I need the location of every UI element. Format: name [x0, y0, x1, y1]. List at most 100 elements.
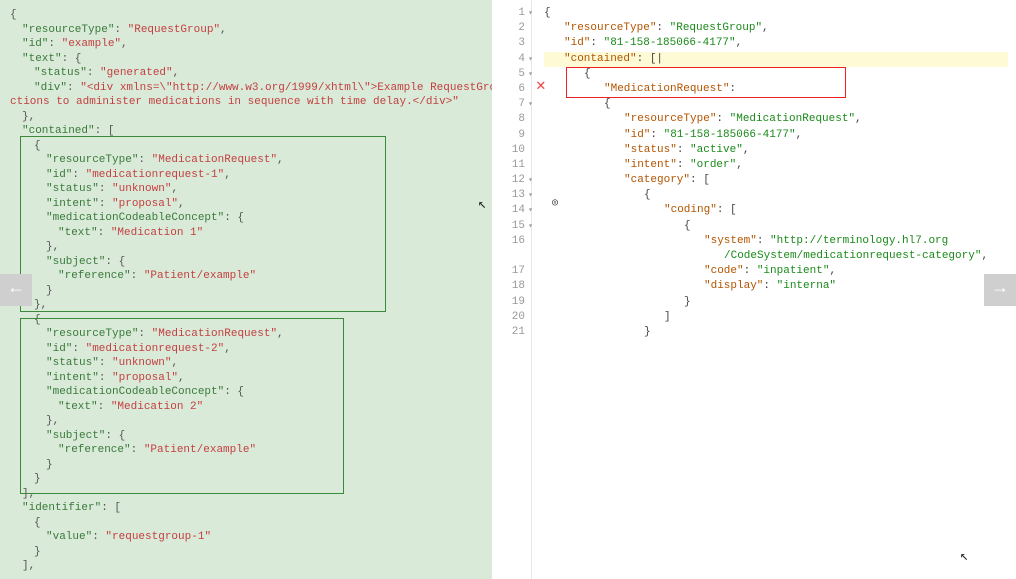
- json-line: "medicationCodeableConcept": {: [10, 211, 482, 226]
- json-line: {: [10, 139, 482, 154]
- line-number-gutter: 1▾234▾5▾67▾89101112▾13▾14▾15▾16 171819202…: [492, 0, 532, 579]
- line-number: 10: [492, 143, 531, 158]
- json-line: },: [10, 414, 482, 429]
- json-line: }: [10, 472, 482, 487]
- line-number: 12▾: [492, 173, 531, 188]
- fold-toggle-icon[interactable]: ▾: [528, 173, 533, 188]
- code-line: ]: [544, 310, 1008, 325]
- prev-arrow-button[interactable]: ←: [0, 274, 32, 306]
- line-number: 1▾: [492, 6, 531, 21]
- json-line: "subject": {: [10, 429, 482, 444]
- line-number: 17: [492, 264, 531, 279]
- line-number: 6: [492, 82, 531, 97]
- json-line: "text": "Medication 1": [10, 226, 482, 241]
- fold-toggle-icon[interactable]: ▾: [528, 188, 533, 203]
- next-arrow-button[interactable]: →: [984, 274, 1016, 306]
- line-number: 18: [492, 279, 531, 294]
- json-line: "intent": "proposal",: [10, 197, 482, 212]
- json-line: },: [10, 240, 482, 255]
- arrow-right-icon: →: [995, 277, 1006, 302]
- code-line: {: [544, 188, 1008, 203]
- magnify-cursor-icon: ◎: [552, 197, 558, 211]
- line-number: 9: [492, 128, 531, 143]
- code-line: "code": "inpatient",: [544, 264, 1008, 279]
- code-line: }: [544, 295, 1008, 310]
- code-line: "id": "81-158-185066-4177",: [544, 128, 1008, 143]
- fold-toggle-icon[interactable]: ▾: [528, 6, 533, 21]
- json-line: }: [10, 284, 482, 299]
- line-number: 16: [492, 234, 531, 249]
- line-number: 13▾: [492, 188, 531, 203]
- line-number: 3: [492, 36, 531, 51]
- json-line: "status": "generated",: [10, 66, 482, 81]
- line-number: 5▾: [492, 67, 531, 82]
- line-number: 8: [492, 112, 531, 127]
- json-line: "id": "medicationrequest-1",: [10, 168, 482, 183]
- code-line: "intent": "order",: [544, 158, 1008, 173]
- json-line: {: [10, 8, 482, 23]
- fold-toggle-icon[interactable]: ▾: [528, 52, 533, 67]
- line-number: 15▾: [492, 219, 531, 234]
- json-line: "identifier": [: [10, 501, 482, 516]
- line-number: 2: [492, 21, 531, 36]
- code-line: "system": "http://terminology.hl7.org: [544, 234, 1008, 249]
- code-line: {: [544, 6, 1008, 21]
- code-line: {: [544, 219, 1008, 234]
- json-line: "status": "unknown",: [10, 182, 482, 197]
- json-line: ],: [10, 559, 482, 574]
- json-line: "contained": [: [10, 124, 482, 139]
- json-line: },: [10, 298, 482, 313]
- left-json-pane: {"resourceType": "RequestGroup","id": "e…: [0, 0, 492, 579]
- code-line: "resourceType": "MedicationRequest",: [544, 112, 1008, 127]
- line-number: 14▾: [492, 203, 531, 218]
- fold-toggle-icon[interactable]: ▾: [528, 67, 533, 82]
- right-editor-pane: 1▾234▾5▾67▾89101112▾13▾14▾15▾16 171819202…: [492, 0, 1016, 579]
- json-line: "reference": "Patient/example": [10, 443, 482, 458]
- json-line: ctions to administer medications in sequ…: [10, 95, 482, 110]
- editor-code-area[interactable]: {"resourceType": "RequestGroup","id": "8…: [532, 0, 1016, 346]
- json-line: "text": "Medication 2": [10, 400, 482, 415]
- code-line: /CodeSystem/medicationrequest-category",: [544, 249, 1008, 264]
- json-line: "subject": {: [10, 255, 482, 270]
- code-line: {: [544, 67, 1008, 82]
- code-line: "coding": [: [544, 203, 1008, 218]
- arrow-left-icon: ←: [11, 277, 22, 302]
- line-number: [492, 249, 531, 264]
- code-line: "status": "active",: [544, 143, 1008, 158]
- json-line: "resourceType": "MedicationRequest",: [10, 153, 482, 168]
- line-number: 4▾: [492, 52, 531, 67]
- json-line: "resourceType": "MedicationRequest",: [10, 327, 482, 342]
- line-number: 21: [492, 325, 531, 340]
- json-line: {: [10, 313, 482, 328]
- line-number: 11: [492, 158, 531, 173]
- json-line: }: [10, 545, 482, 560]
- json-line: "status": "unknown",: [10, 356, 482, 371]
- line-number: 7▾: [492, 97, 531, 112]
- fold-toggle-icon[interactable]: ▾: [528, 219, 533, 234]
- fold-toggle-icon[interactable]: ▾: [528, 203, 533, 218]
- code-line: "id": "81-158-185066-4177",: [544, 36, 1008, 51]
- json-line: "text": {: [10, 52, 482, 67]
- split-view: {"resourceType": "RequestGroup","id": "e…: [0, 0, 1016, 579]
- fold-toggle-icon[interactable]: ▾: [528, 97, 533, 112]
- json-line: "medicationCodeableConcept": {: [10, 385, 482, 400]
- code-line: "MedicationRequest":: [544, 82, 1008, 97]
- json-line: {: [10, 516, 482, 531]
- code-line: "display": "interna": [544, 279, 1008, 294]
- code-line: {: [544, 97, 1008, 112]
- line-number: 20: [492, 310, 531, 325]
- code-line: "category": [: [544, 173, 1008, 188]
- json-line: "reference": "Patient/example": [10, 269, 482, 284]
- json-line: },: [10, 110, 482, 125]
- json-line: "id": "example",: [10, 37, 482, 52]
- json-line: "id": "medicationrequest-2",: [10, 342, 482, 357]
- code-line: "contained": [|: [544, 52, 1008, 67]
- json-line: "resourceType": "RequestGroup",: [10, 23, 482, 38]
- json-line: }: [10, 458, 482, 473]
- json-line: "intent": "proposal",: [10, 371, 482, 386]
- code-line: "resourceType": "RequestGroup",: [544, 21, 1008, 36]
- json-line: "value": "requestgroup-1": [10, 530, 482, 545]
- json-line: "div": "<div xmlns=\"http://www.w3.org/1…: [10, 81, 482, 96]
- json-line: ],: [10, 487, 482, 502]
- line-number: 19: [492, 295, 531, 310]
